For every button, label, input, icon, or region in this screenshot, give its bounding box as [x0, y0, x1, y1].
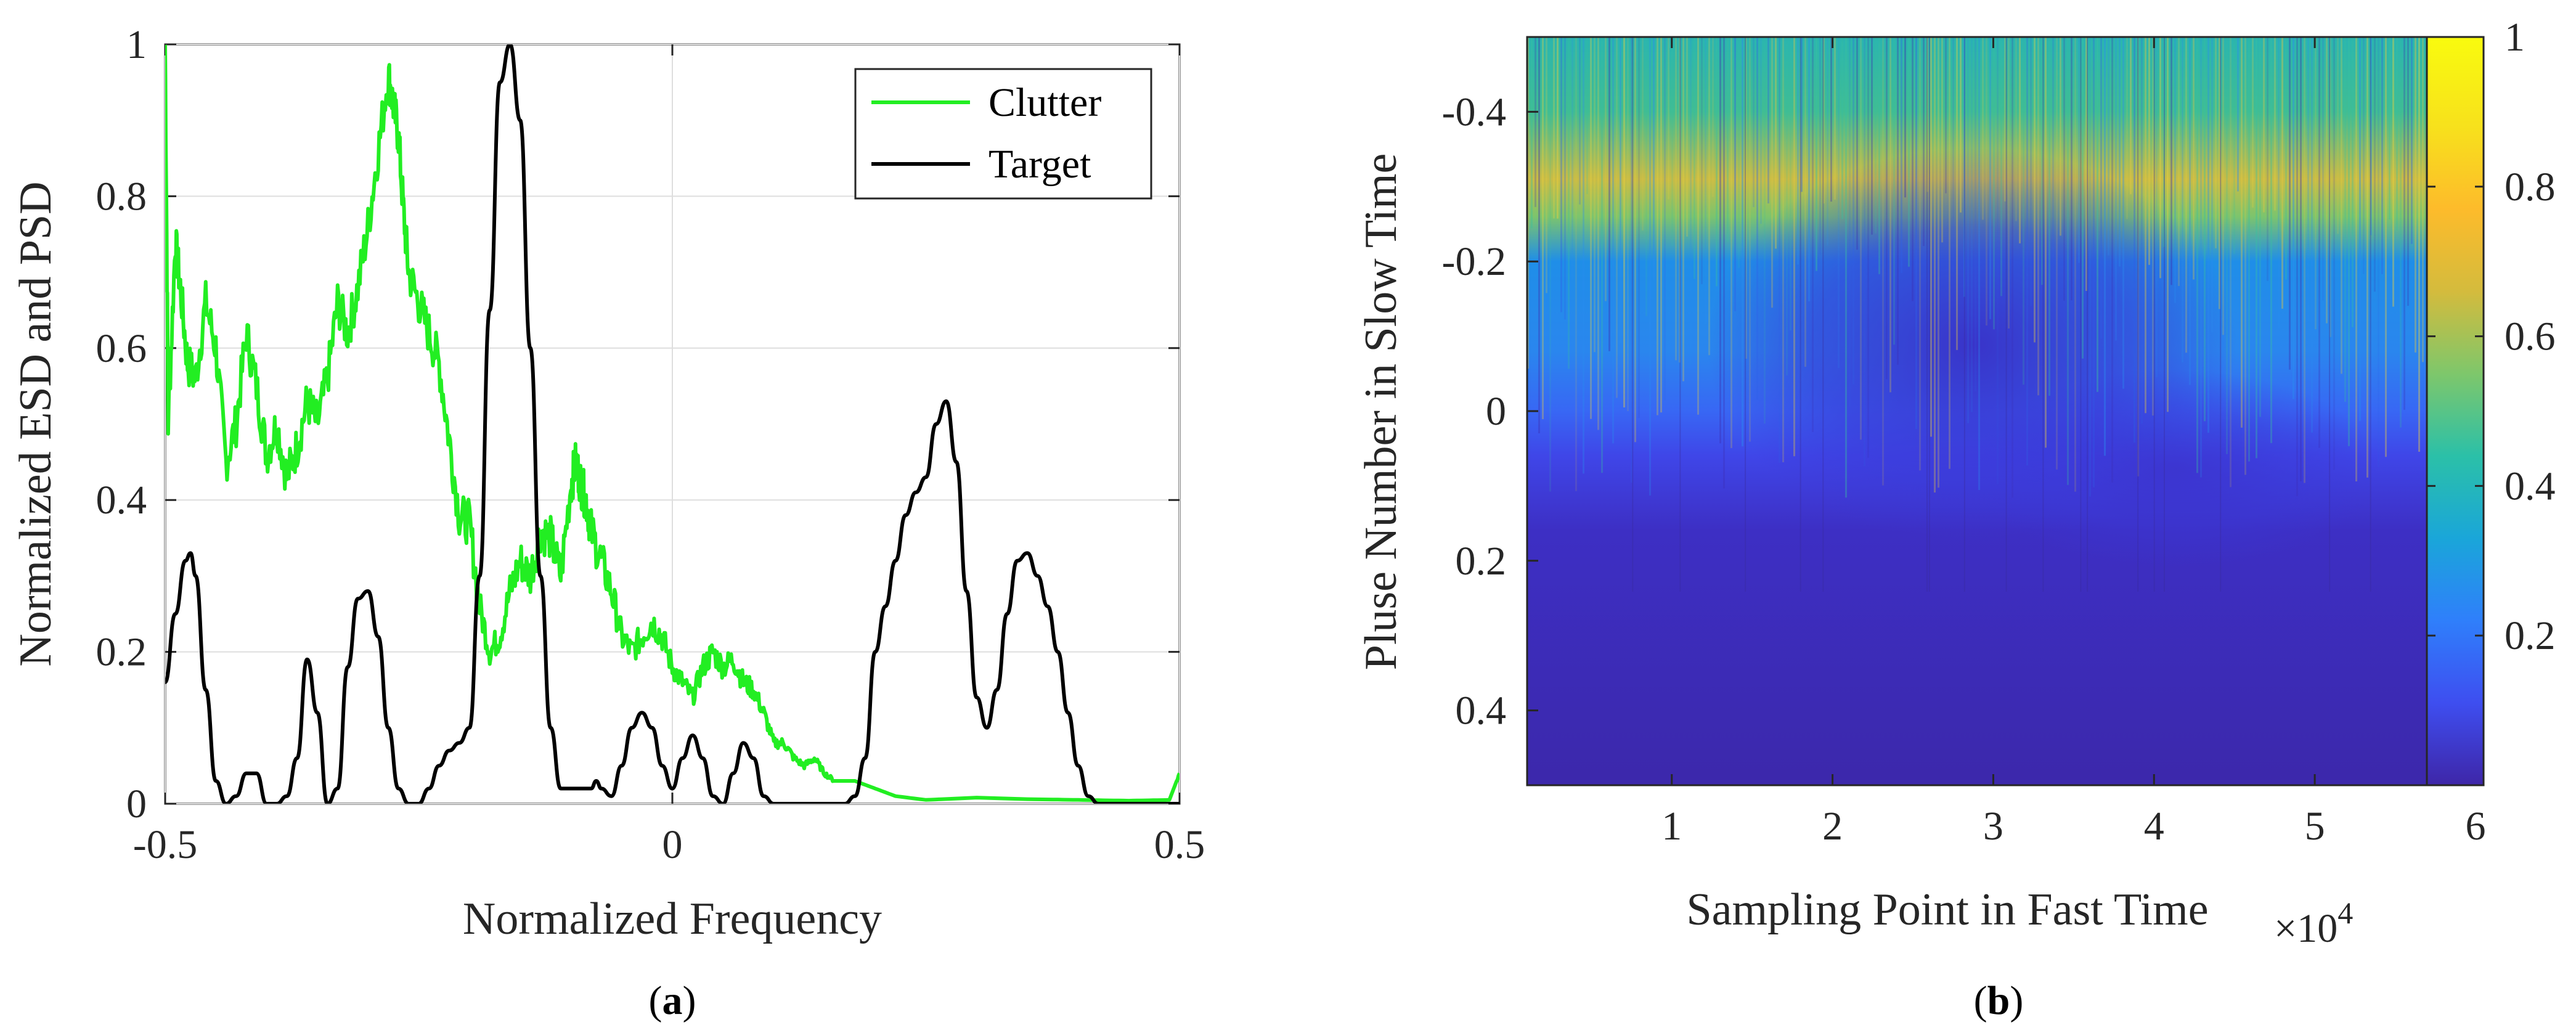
caption-b: (b): [1974, 978, 2024, 1023]
x-multiplier: ×104: [2274, 896, 2353, 951]
legend: Clutter Target: [854, 68, 1152, 200]
y-tick-labels: 0 0.2 0.4 0.6 0.8 1: [96, 22, 147, 827]
caption-a: (a): [649, 978, 696, 1023]
y-axis-label: Pluse Number in Slow Time: [1356, 153, 1406, 671]
colorbar-tick-label: 0.4: [2505, 463, 2556, 508]
colorbar-tick-label: 0.6: [2505, 314, 2556, 359]
x-tick-label: 0.5: [1154, 822, 1205, 867]
colorbar-gradient: [2426, 36, 2485, 786]
y-tick-label: 1: [126, 22, 147, 67]
x-tick-label: 5: [2305, 804, 2325, 849]
x-tick-label: 6: [2465, 804, 2485, 849]
colorbar-tick-label: 0.8: [2505, 165, 2556, 210]
series-line-target: [165, 44, 1180, 804]
heatmap-panel: 1 2 3 4 5 6 -0.4 -0.2 0 0.2 0.4 Sampling Point in…: [1356, 15, 2556, 1023]
tick-marks: [1527, 37, 2484, 785]
y-tick-label: -0.4: [1442, 89, 1506, 134]
x-tick-label: 4: [2144, 804, 2164, 849]
legend-label-clutter: Clutter: [988, 80, 1101, 125]
x-tick-label: 2: [1822, 804, 1843, 849]
x-axis-label: Normalized Frequency: [463, 894, 882, 944]
y-tick-label: 0: [126, 782, 147, 827]
x-tick-label: -0.5: [133, 822, 197, 867]
legend-box: [854, 68, 1152, 200]
line-chart-panel: -0.5 0 0.5 00.20.40.60.81 Normalized Frequ…: [10, 22, 1205, 1023]
series-line-clutter: [165, 44, 1180, 803]
y-tick-label: 0.2: [96, 630, 147, 675]
y-axis-label: Normalized ESD and PSD: [10, 181, 61, 666]
x-tick-labels: -0.5 0 0.5: [133, 822, 1205, 867]
heatmap-image: [1527, 37, 2484, 785]
y-tick-label: 0.6: [96, 326, 147, 371]
y-tick-label: 0: [1486, 389, 1506, 434]
y-tick-label: 0.4: [1456, 688, 1507, 733]
colorbar-tick-label: 0.2: [2505, 613, 2556, 658]
y-tick-label: -0.2: [1442, 239, 1506, 284]
x-tick-labels: 1 2 3 4 5 6: [1661, 804, 2485, 849]
legend-label-target: Target: [988, 142, 1091, 187]
y-tick-labels: -0.4 -0.2 0 0.2 0.4: [1442, 89, 1506, 733]
colorbar: 0.2 0.4 0.6 0.8 1: [2426, 15, 2556, 786]
x-tick-label: 0: [662, 822, 683, 867]
x-tick-label: 3: [1983, 804, 2003, 849]
y-tick-label: 0.8: [96, 174, 147, 219]
x-axis-label: Sampling Point in Fast Time: [1686, 884, 2208, 935]
x-tick-label: 1: [1661, 804, 1682, 849]
colorbar-tick-label: 1: [2505, 15, 2525, 60]
y-tick-label: 0.4: [96, 478, 147, 523]
y-tick-label: 0.2: [1456, 539, 1507, 584]
